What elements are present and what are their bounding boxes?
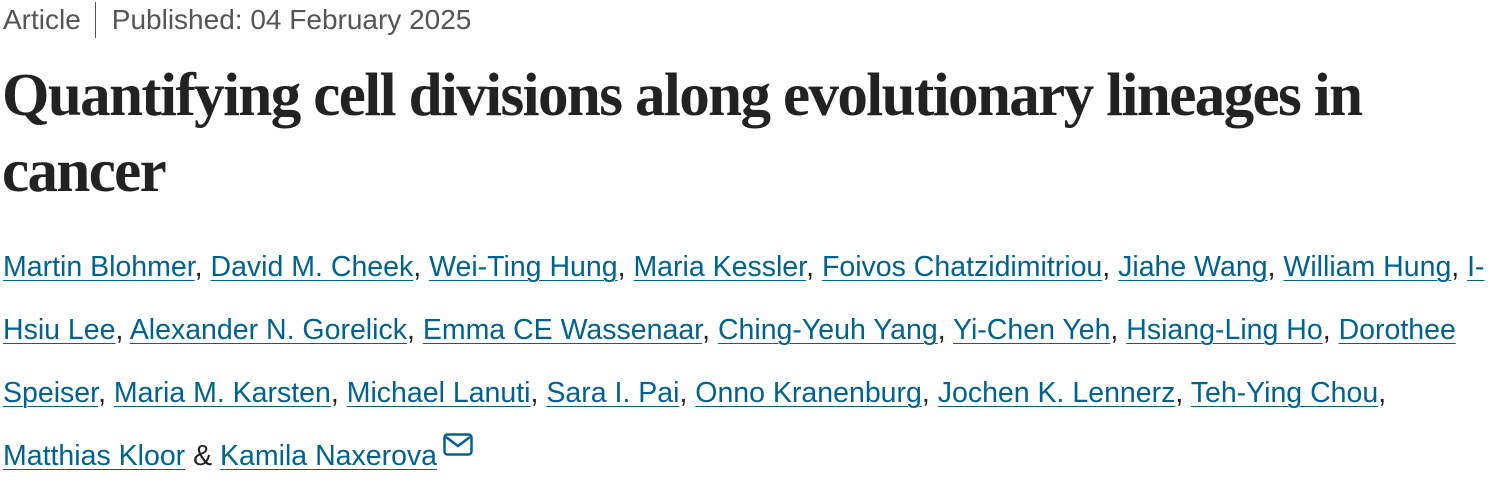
author-separator: ,	[98, 377, 106, 409]
author-link[interactable]: Hsiang-Ling Ho	[1126, 314, 1323, 346]
author-separator: ,	[1378, 377, 1387, 409]
author-link[interactable]: Michael Lanuti	[346, 377, 531, 409]
author-link[interactable]: William Hung	[1283, 251, 1452, 283]
author-link[interactable]: Emma CE Wassenaar	[422, 314, 703, 346]
author-link[interactable]: Jochen K. Lennerz	[937, 377, 1176, 409]
author-separator: ,	[1267, 251, 1276, 283]
author-link[interactable]: Maria Kessler	[633, 251, 807, 283]
author-separator: ,	[194, 251, 203, 283]
author-separator: ,	[1110, 314, 1119, 346]
author-link[interactable]: Sara I. Pai	[546, 377, 680, 409]
divider	[94, 2, 96, 38]
author-link[interactable]: Teh-Ying Chou	[1190, 377, 1379, 409]
author-link[interactable]: Alexander N. Gorelick	[129, 314, 407, 346]
author-link[interactable]: Onno Kranenburg	[695, 377, 922, 409]
author-link[interactable]: Matthias Kloor	[3, 440, 186, 472]
author-link[interactable]: Maria M. Karsten	[113, 377, 331, 409]
author-separator: ,	[702, 314, 711, 346]
author-separator: ,	[1102, 251, 1111, 283]
published-label: Published:	[111, 4, 243, 35]
author-separator: ,	[921, 377, 930, 409]
author-link[interactable]: Kamila Naxerova	[220, 440, 438, 472]
author-separator: ,	[937, 314, 946, 346]
author-separator: ,	[806, 251, 815, 283]
author-link[interactable]: Dorothee Speiser	[3, 314, 1456, 409]
article-meta: Article Published: 04 February 2025	[3, 2, 471, 38]
author-link[interactable]: Yi-Chen Yeh	[953, 314, 1111, 346]
author-separator: ,	[530, 377, 539, 409]
author-link[interactable]: I-Hsiu Lee	[3, 251, 1485, 346]
article-title: Quantifying cell divisions along evoluti…	[2, 62, 1363, 205]
author-link[interactable]: Martin Blohmer	[3, 251, 195, 283]
author-separator: ,	[617, 251, 626, 283]
author-list: Martin Blohmer, David M. Cheek, Wei-Ting…	[3, 236, 1493, 488]
author-link[interactable]: Foivos Chatzidimitriou	[821, 251, 1103, 283]
author-separator: ,	[330, 377, 339, 409]
author-link[interactable]: Wei-Ting Hung	[429, 251, 618, 283]
author-separator: ,	[115, 314, 124, 346]
article-type: Article	[3, 4, 81, 35]
author-separator: ,	[413, 251, 422, 283]
author-separator: ,	[679, 377, 688, 409]
author-last-separator: &	[193, 440, 213, 472]
author-link[interactable]: David M. Cheek	[210, 251, 414, 283]
author-separator: ,	[1322, 314, 1331, 346]
email-icon[interactable]	[443, 433, 473, 457]
author-link[interactable]: Ching-Yeuh Yang	[717, 314, 938, 346]
published-date: 04 February 2025	[250, 4, 472, 35]
author-separator: ,	[1175, 377, 1184, 409]
author-separator: ,	[406, 314, 415, 346]
author-separator: ,	[1451, 251, 1460, 283]
author-link[interactable]: Jiahe Wang	[1118, 251, 1268, 283]
